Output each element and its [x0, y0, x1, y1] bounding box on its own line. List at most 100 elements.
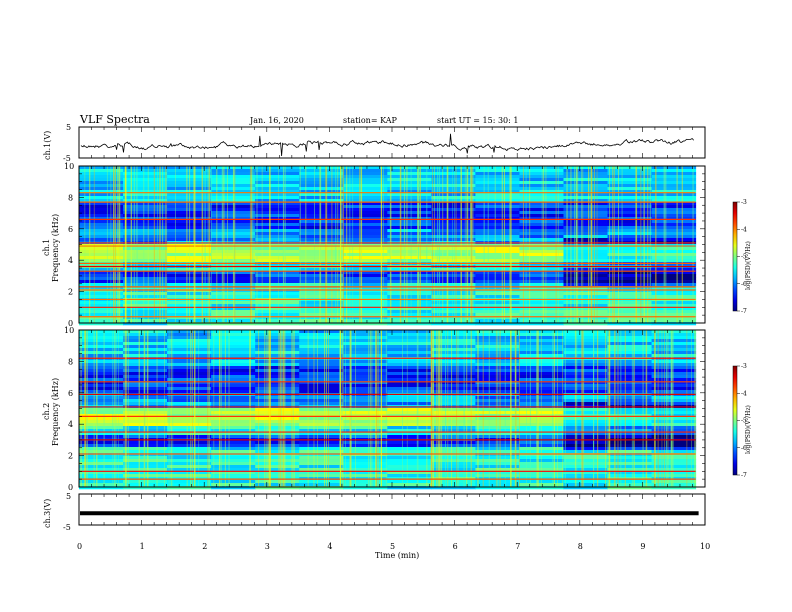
spectrogram-cell: [211, 411, 256, 415]
spectrogram-cell: [475, 220, 520, 224]
spectrogram-cell: [519, 277, 564, 281]
spectrogram-cell: [299, 414, 344, 418]
spectrogram-cell: [299, 411, 344, 415]
spectrogram-cell: [211, 333, 256, 337]
spectrogram-cell: [519, 304, 564, 308]
spectrogram-cell: [563, 310, 609, 314]
spectrogram-cell: [387, 301, 432, 305]
spectrogram-cell: [299, 301, 344, 305]
spectrogram-cell: [519, 474, 564, 478]
spectrogram-cell: [431, 208, 476, 212]
spectrogram-cell: [343, 465, 388, 469]
spectrogram-cell: [651, 223, 697, 227]
spectrogram-cell: [607, 178, 653, 182]
spectrogram-cell: [519, 411, 564, 415]
spectrogram-cell: [607, 232, 653, 236]
spectrogram-cell: [387, 402, 432, 406]
spectrogram-cell: [211, 363, 256, 367]
spectrogram-cell: [123, 307, 168, 311]
spectrogram-cell: [431, 447, 476, 451]
spectrogram-cell: [475, 316, 520, 320]
spectrogram-cell: [299, 444, 344, 448]
spectrogram-cell: [343, 348, 388, 352]
spectrogram-cell: [651, 423, 697, 427]
spectrogram-cell: [563, 211, 609, 215]
spectrogram-cell: [167, 414, 212, 418]
spectrogram-cell: [343, 435, 388, 439]
spectrogram-cell: [431, 429, 476, 433]
spectrogram-cell: [607, 381, 653, 385]
spectrogram-cell: [211, 453, 256, 457]
spectrogram-cell: [475, 229, 520, 233]
spectrogram-cell: [299, 426, 344, 430]
spectrogram-cell: [651, 468, 697, 472]
spectrogram-cell: [519, 417, 564, 421]
spectrogram-cell: [255, 396, 300, 400]
spectrogram-cell: [79, 316, 124, 320]
spectrogram-cell: [651, 399, 697, 403]
spectrogram-cell: [79, 384, 124, 388]
spectrogram-cell: [167, 363, 212, 367]
spectrogram-cell: [607, 399, 653, 403]
spectrogram-cell: [79, 462, 124, 466]
spectrogram-cell: [431, 268, 476, 272]
spectrogram-cell: [167, 453, 212, 457]
ch1-colorbar-ticks: -3 -4 -5 -6 -7: [737, 199, 747, 315]
spectrogram-cell: [167, 462, 212, 466]
spectrogram-cell: [519, 238, 564, 242]
spectrogram-cell: [651, 268, 697, 272]
spectrogram-cell: [651, 408, 697, 412]
spectrogram-cell: [607, 289, 653, 293]
spectrogram-cell: [431, 304, 476, 308]
freq-tick-label: 2: [68, 288, 73, 297]
spectrogram-cell: [563, 363, 609, 367]
spectrogram-cell: [651, 226, 697, 230]
spectrogram-cell: [255, 310, 300, 314]
spectrogram-cell: [343, 414, 388, 418]
spectrogram-cell: [255, 351, 300, 355]
spectrogram-cell: [299, 277, 344, 281]
spectrogram-cell: [519, 286, 564, 290]
spectrogram-cell: [563, 223, 609, 227]
spectrogram-cell: [431, 435, 476, 439]
spectrogram-cell: [211, 372, 256, 376]
spectrogram-cell: [563, 468, 609, 472]
spectrogram-cell: [343, 196, 388, 200]
spectrogram-cell: [431, 381, 476, 385]
spectrogram-cell: [431, 292, 476, 296]
spectrogram-cell: [211, 396, 256, 400]
spectrogram-cell: [343, 402, 388, 406]
spectrogram-cell: [211, 420, 256, 424]
spectrogram-cell: [79, 268, 124, 272]
spectrogram-cell: [431, 322, 476, 326]
spectrogram-cell: [255, 444, 300, 448]
spectrogram-cell: [343, 366, 388, 370]
spectrogram-cell: [211, 417, 256, 421]
spectrogram-cell: [563, 348, 609, 352]
spectrogram-cell: [123, 178, 168, 182]
spectrogram-cell: [607, 387, 653, 391]
spectrogram-cell: [387, 202, 432, 206]
spectrogram-cell: [343, 417, 388, 421]
spectrogram-cell: [255, 274, 300, 278]
spectrogram-cell: [519, 429, 564, 433]
colorbar-tick-label: -6: [741, 281, 747, 288]
spectrogram-cell: [255, 250, 300, 254]
spectrogram-cell: [475, 196, 520, 200]
spectrogram-cell: [519, 202, 564, 206]
spectrogram-cell: [431, 316, 476, 320]
spectrogram-cell: [519, 453, 564, 457]
spectrogram-cell: [431, 372, 476, 376]
spectrogram-cell: [255, 453, 300, 457]
spectrogram-cell: [255, 253, 300, 257]
spectrogram-cell: [519, 408, 564, 412]
spectrogram-cell: [255, 235, 300, 239]
spectrogram-cell: [431, 369, 476, 373]
spectrogram-cell: [79, 247, 124, 251]
spectrogram-cell: [519, 342, 564, 346]
spectrogram-cell: [79, 408, 124, 412]
spectrogram-cell: [431, 456, 476, 460]
spectrogram-cell: [607, 441, 653, 445]
spectrogram-cell: [211, 450, 256, 454]
spectrogram-cell: [475, 232, 520, 236]
